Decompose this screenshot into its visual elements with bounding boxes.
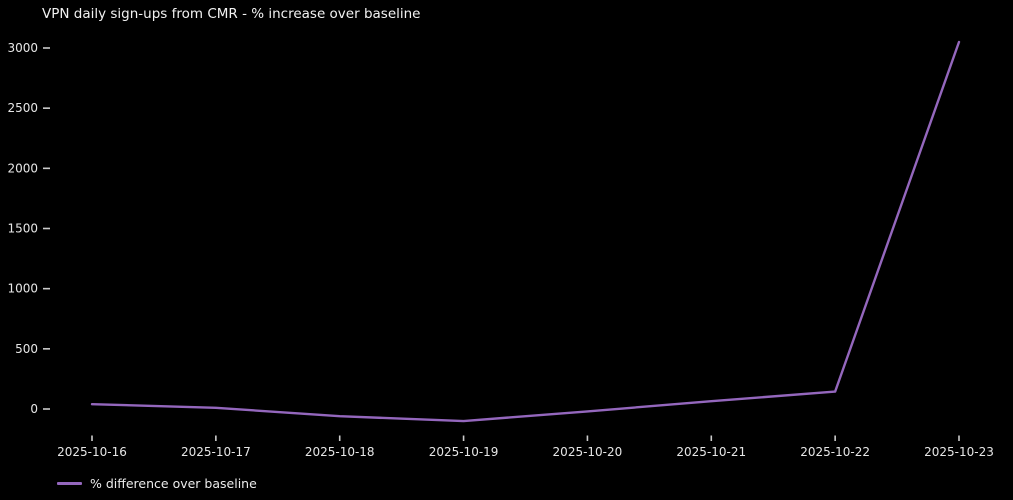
y-tick-label: 0 (30, 402, 38, 416)
series-line (90, 40, 961, 423)
y-tick-label: 2500 (7, 101, 38, 115)
y-tick-label: 2000 (7, 161, 38, 175)
legend-line-swatch (57, 482, 82, 485)
y-tick-label: 1000 (7, 282, 38, 296)
x-tick-label: 2025-10-17 (181, 445, 251, 459)
legend-label: % difference over baseline (90, 476, 257, 491)
x-tick-label: 2025-10-22 (800, 445, 870, 459)
y-tick-label: 3000 (7, 41, 38, 55)
x-tick-label: 2025-10-18 (305, 445, 375, 459)
chart-title: VPN daily sign-ups from CMR - % increase… (42, 6, 421, 22)
y-tick-label: 1500 (7, 222, 38, 236)
x-tick-label: 2025-10-23 (924, 445, 994, 459)
x-tick-label: 2025-10-20 (553, 445, 623, 459)
x-tick-label: 2025-10-16 (57, 445, 127, 459)
x-axis: 2025-10-16 2025-10-17 2025-10-18 2025-10-19… (57, 435, 994, 459)
x-tick-label: 2025-10-21 (676, 445, 746, 459)
y-tick-label: 500 (15, 342, 38, 356)
legend: % difference over baseline (57, 476, 257, 491)
y-axis: 0 500 1000 1500 2000 2500 3000 (7, 41, 50, 416)
x-tick-label: 2025-10-19 (429, 445, 499, 459)
